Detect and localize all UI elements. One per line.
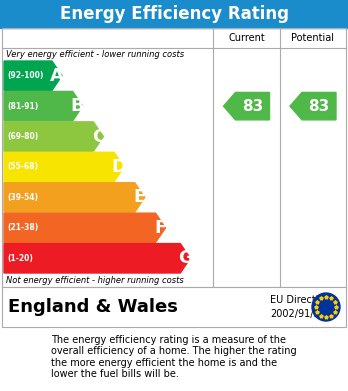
- Circle shape: [312, 293, 340, 321]
- Text: A: A: [50, 67, 64, 85]
- Text: (81-91): (81-91): [7, 102, 38, 111]
- Text: C: C: [92, 127, 105, 145]
- Text: Potential: Potential: [292, 33, 334, 43]
- Polygon shape: [4, 61, 62, 90]
- Text: 83: 83: [308, 99, 330, 114]
- Text: G: G: [178, 249, 193, 267]
- Polygon shape: [4, 183, 145, 212]
- Polygon shape: [4, 122, 103, 151]
- Text: Not energy efficient - higher running costs: Not energy efficient - higher running co…: [6, 276, 184, 285]
- Text: Energy Efficiency Rating: Energy Efficiency Rating: [60, 5, 288, 23]
- Bar: [2, 287, 346, 327]
- Text: F: F: [154, 219, 167, 237]
- Text: 83: 83: [242, 99, 263, 114]
- Polygon shape: [4, 213, 165, 242]
- Polygon shape: [223, 92, 269, 120]
- Text: The energy efficiency rating is a measure of the
overall efficiency of a home. T: The energy efficiency rating is a measur…: [51, 335, 297, 379]
- Bar: [2, 28, 346, 287]
- Text: England & Wales: England & Wales: [8, 298, 178, 316]
- Polygon shape: [4, 91, 83, 121]
- Polygon shape: [4, 152, 124, 182]
- Text: (69-80): (69-80): [7, 132, 38, 141]
- Text: (55-68): (55-68): [7, 163, 38, 172]
- Text: (1-20): (1-20): [7, 254, 33, 263]
- Text: (92-100): (92-100): [7, 71, 44, 80]
- Polygon shape: [4, 244, 190, 273]
- Text: EU Directive
2002/91/EC: EU Directive 2002/91/EC: [270, 295, 330, 319]
- Polygon shape: [290, 92, 336, 120]
- Text: E: E: [134, 188, 146, 206]
- Bar: [0, 0, 348, 28]
- Text: D: D: [112, 158, 127, 176]
- Text: (39-54): (39-54): [7, 193, 38, 202]
- Text: Current: Current: [228, 33, 265, 43]
- Text: (21-38): (21-38): [7, 223, 38, 232]
- Text: B: B: [71, 97, 85, 115]
- Text: Very energy efficient - lower running costs: Very energy efficient - lower running co…: [6, 50, 184, 59]
